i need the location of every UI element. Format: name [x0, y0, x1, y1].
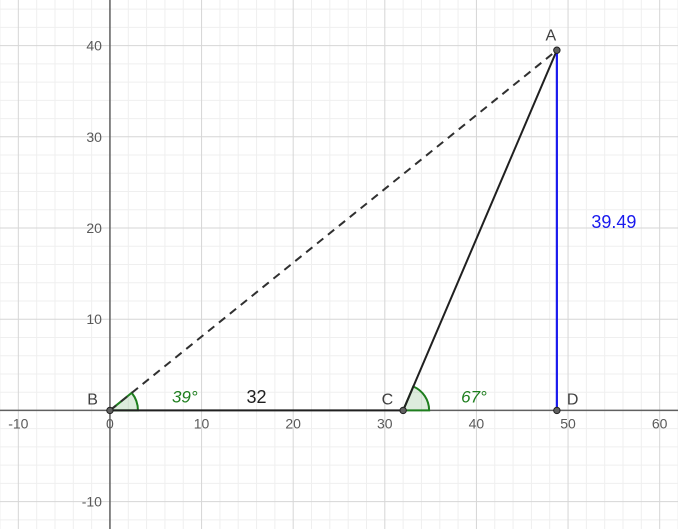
y-tick-label: 40: [86, 38, 102, 54]
x-tick-label: 20: [285, 415, 301, 431]
y-tick-label: 20: [86, 220, 102, 236]
point-label-A: A: [546, 27, 557, 44]
point-label-B: B: [87, 391, 98, 408]
y-tick-label: 30: [86, 129, 102, 145]
x-tick-label: 40: [469, 415, 485, 431]
segments: [110, 50, 557, 410]
angle-label-C: 67°: [461, 387, 487, 406]
angle-arcs: 39° 67°: [110, 386, 487, 410]
point-B[interactable]: [107, 407, 113, 413]
annotations: 39.49 32: [247, 212, 637, 407]
point-A[interactable]: [554, 47, 560, 53]
annotation-base: 32: [247, 387, 267, 407]
axis-tick-labels: -10 0 10 20 30 40 50 60 -10 10 20 30 40: [8, 38, 667, 510]
segment-BA: [110, 50, 557, 410]
x-tick-label: 0: [106, 415, 114, 431]
x-tick-label: 50: [560, 415, 576, 431]
angle-arc-C: [403, 386, 429, 410]
point-label-C: C: [382, 391, 394, 408]
point-labels: A B C D: [87, 27, 578, 408]
x-tick-label: 10: [194, 415, 210, 431]
point-C[interactable]: [400, 407, 406, 413]
point-label-D: D: [567, 391, 579, 408]
y-tick-label: -10: [82, 494, 102, 510]
annotation-height: 39.49: [591, 212, 636, 232]
x-tick-label: 30: [377, 415, 393, 431]
segment-CA: [403, 50, 557, 410]
x-tick-label: -10: [8, 415, 28, 431]
point-D[interactable]: [554, 407, 560, 413]
angle-label-B: 39°: [172, 387, 198, 406]
grid-minor: [0, 0, 678, 529]
x-tick-label: 60: [652, 415, 668, 431]
y-tick-label: 10: [86, 311, 102, 327]
coordinate-plot[interactable]: -100102030405060-1010203040 39°67° ABCD …: [0, 0, 678, 529]
